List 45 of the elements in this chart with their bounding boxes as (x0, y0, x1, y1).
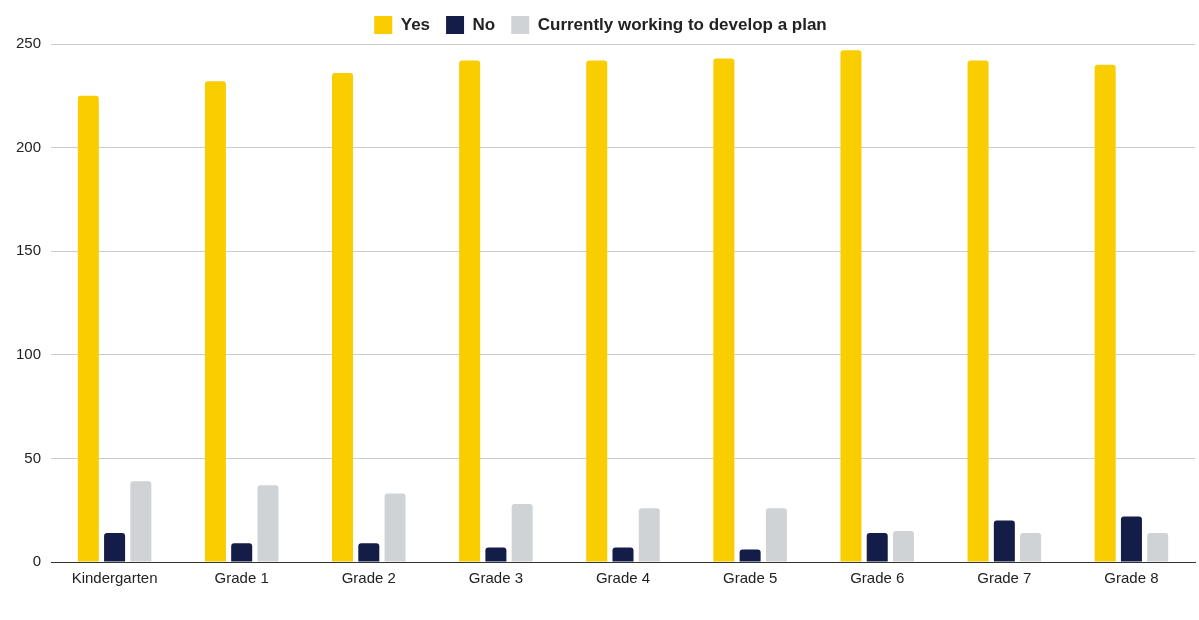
bar (638, 508, 660, 562)
x-tick-label: Grade 7 (977, 569, 1032, 587)
x-tick-label: Grade 1 (214, 569, 269, 587)
x-tick-label: Grade 5 (723, 569, 778, 587)
x-tick-label: Grade 6 (850, 569, 905, 587)
bar (459, 60, 481, 562)
bar (739, 549, 761, 562)
x-tick-label: Grade 4 (595, 569, 651, 587)
bar (892, 530, 915, 562)
bar (204, 81, 226, 562)
y-tick-label: 200 (16, 137, 42, 155)
bar (332, 73, 354, 562)
bar (358, 543, 380, 562)
y-tick-label: 250 (16, 34, 42, 52)
bar (586, 60, 608, 562)
bar (1094, 64, 1116, 562)
legend-label: Currently working to develop a plan (537, 14, 827, 34)
legend-label: No (472, 14, 496, 34)
bar (993, 520, 1015, 562)
x-tick-label: Grade 2 (341, 569, 396, 587)
x-tick-label: Kindergarten (71, 569, 158, 587)
x-tick-label: Grade 8 (1104, 569, 1159, 587)
bar (1147, 532, 1169, 562)
legend-label: Yes (400, 14, 431, 34)
bar (104, 532, 126, 562)
bar (612, 547, 634, 562)
x-tick-label: Grade 3 (468, 569, 524, 587)
y-tick-label: 100 (16, 344, 42, 362)
bar (967, 60, 989, 562)
bar (765, 508, 787, 562)
y-tick-label: 150 (16, 241, 42, 259)
bar (130, 481, 152, 562)
bar (1020, 532, 1042, 562)
bar (231, 543, 253, 562)
bar (485, 547, 507, 562)
y-tick-label: 0 (32, 552, 42, 570)
bar (511, 503, 533, 562)
bar (1120, 516, 1142, 562)
bar (840, 50, 862, 562)
bar (713, 58, 735, 562)
bar (77, 95, 99, 562)
bar (866, 532, 888, 562)
y-tick-label: 50 (24, 448, 42, 466)
bar (257, 485, 279, 562)
bar (384, 493, 406, 562)
